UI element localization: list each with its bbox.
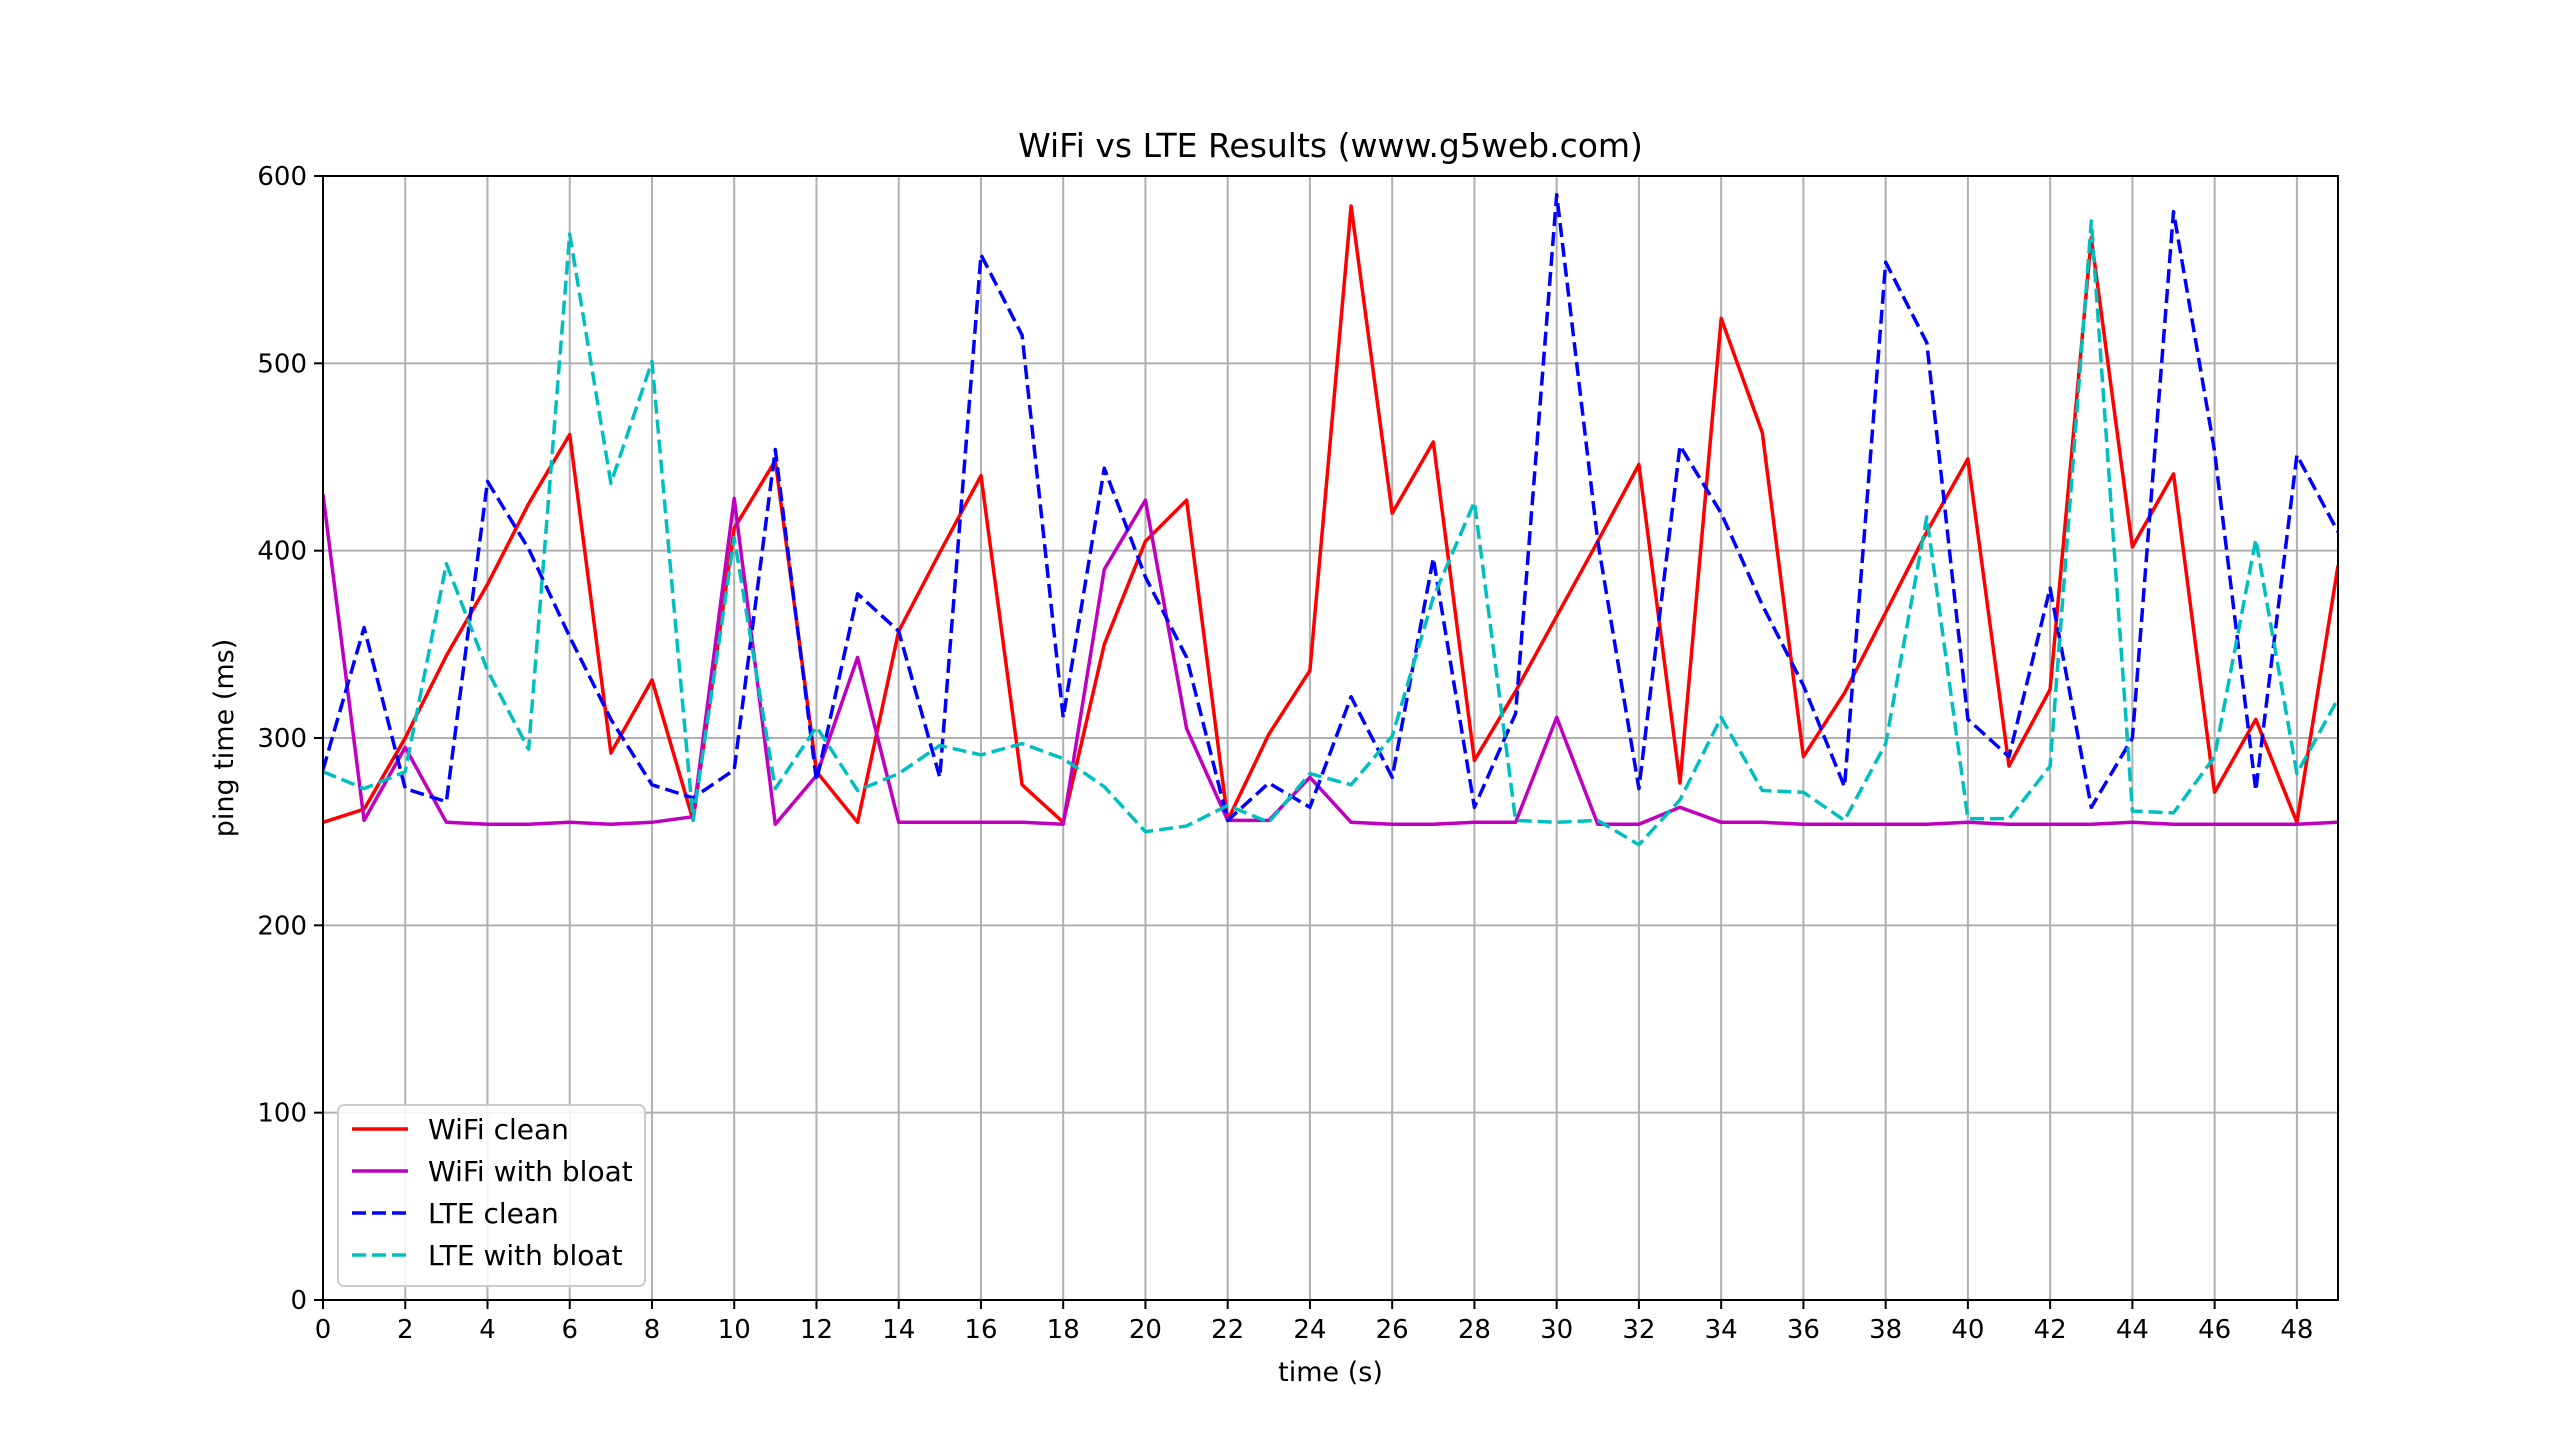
x-tick-label: 0 (315, 1315, 332, 1345)
x-tick-label: 34 (1705, 1315, 1738, 1345)
x-tick-label: 10 (718, 1315, 751, 1345)
legend-box (337, 1104, 646, 1287)
x-tick-label: 8 (644, 1315, 661, 1345)
series-lines (323, 192, 2338, 847)
legend: WiFi clean WiFi with bloat LTE clean LTE wi… (337, 1104, 646, 1287)
x-tick-label: 44 (2116, 1315, 2149, 1345)
y-tick-label: 500 (257, 349, 307, 379)
legend-label: LTE with bloat (428, 1239, 623, 1272)
x-axis-label: time (s) (1278, 1357, 1383, 1388)
x-tick-label: 28 (1458, 1315, 1491, 1345)
legend-label: WiFi clean (428, 1113, 569, 1146)
x-tick-label: 26 (1376, 1315, 1409, 1345)
y-axis-ticks: 0 100 200 300 400 500 600 (257, 162, 323, 1316)
x-tick-label: 18 (1047, 1315, 1080, 1345)
x-tick-label: 6 (561, 1315, 578, 1345)
x-tick-label: 40 (1951, 1315, 1984, 1345)
x-tick-label: 42 (2034, 1315, 2067, 1345)
x-tick-label: 2 (397, 1315, 414, 1345)
x-tick-label: 30 (1540, 1315, 1573, 1345)
series-line-lte-clean (323, 192, 2338, 823)
legend-label: WiFi with bloat (428, 1155, 633, 1188)
y-tick-label: 600 (257, 162, 307, 192)
x-tick-label: 20 (1129, 1315, 1162, 1345)
series-line-lte-with-bloat (323, 219, 2338, 847)
x-tick-label: 4 (479, 1315, 496, 1345)
x-tick-label: 32 (1622, 1315, 1655, 1345)
chart-title: WiFi vs LTE Results (www.g5web.com) (1018, 126, 1643, 165)
x-tick-label: 48 (2280, 1315, 2313, 1345)
x-tick-label: 14 (882, 1315, 915, 1345)
x-axis-ticks: 0 2 4 6 8 10 12 14 16 18 20 22 24 26 28 30 32 34 36 38 40 42 4… (315, 1300, 2313, 1345)
y-axis-label: ping time (ms) (209, 639, 240, 838)
legend-label: LTE clean (428, 1197, 559, 1230)
series-line-wifi-with-bloat (323, 494, 2338, 826)
y-tick-label: 300 (257, 724, 307, 754)
y-tick-label: 400 (257, 537, 307, 567)
x-tick-label: 12 (800, 1315, 833, 1345)
y-tick-label: 200 (257, 911, 307, 941)
x-tick-label: 22 (1211, 1315, 1244, 1345)
y-tick-label: 100 (257, 1099, 307, 1129)
x-tick-label: 38 (1869, 1315, 1902, 1345)
x-tick-label: 24 (1293, 1315, 1326, 1345)
series-line-wifi-clean (323, 204, 2338, 825)
y-tick-label: 0 (290, 1286, 307, 1316)
x-tick-label: 16 (964, 1315, 997, 1345)
x-tick-label: 36 (1787, 1315, 1820, 1345)
x-tick-label: 46 (2198, 1315, 2231, 1345)
